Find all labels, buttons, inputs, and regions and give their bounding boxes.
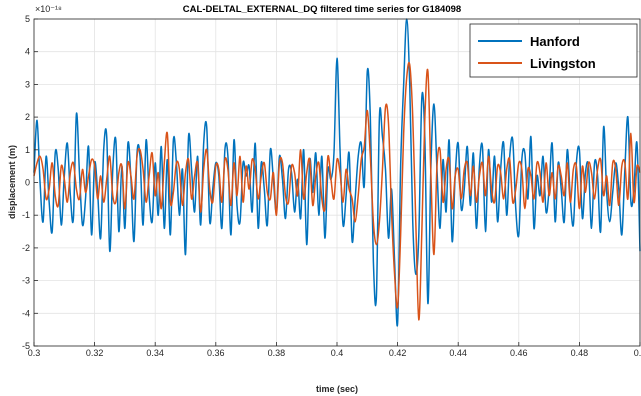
x-axis-label: time (sec) — [316, 384, 358, 394]
y-tick-label: -5 — [22, 341, 30, 351]
x-tick-label: 0.46 — [510, 348, 528, 358]
series-line-livingston — [33, 61, 641, 321]
series-layer — [33, 18, 641, 327]
legend: Hanford Livingston — [469, 23, 638, 78]
y-axis-ticks: -5 -4 -3 -2 -1 0 1 2 3 4 5 — [22, 14, 38, 351]
y-tick-label: -1 — [22, 210, 30, 220]
x-tick-label: 0.4 — [331, 348, 344, 358]
y-tick-label: -2 — [22, 243, 30, 253]
y-tick-label: 1 — [25, 145, 30, 155]
y-tick-label: 2 — [25, 112, 30, 122]
y-tick-label: -3 — [22, 276, 30, 286]
y-tick-label: 3 — [25, 79, 30, 89]
y-tick-label: 5 — [25, 14, 30, 24]
y-exponent-label: ×10⁻¹⁸ — [35, 4, 62, 14]
x-tick-label: 0.48 — [571, 348, 589, 358]
legend-box — [469, 23, 638, 78]
x-tick-label: 0.5 — [634, 348, 641, 358]
x-tick-label: 0.38 — [268, 348, 286, 358]
legend-label-livingston: Livingston — [530, 56, 596, 71]
x-tick-label: 0.3 — [28, 348, 41, 358]
chart-title: CAL-DELTAL_EXTERNAL_DQ filtered time ser… — [183, 4, 461, 15]
series-line-hanford — [33, 18, 641, 327]
x-axis-ticks: 0.3 0.32 0.34 0.36 0.38 0.4 0.42 0.44 0.46 0.48 0.… — [28, 342, 641, 358]
y-tick-label: 4 — [25, 47, 30, 57]
y-axis-label: displacement (m) — [7, 145, 17, 219]
x-tick-label: 0.32 — [86, 348, 104, 358]
legend-label-hanford: Hanford — [530, 34, 580, 49]
x-tick-label: 0.42 — [389, 348, 407, 358]
y-tick-label: -4 — [22, 308, 30, 318]
x-tick-label: 0.36 — [207, 348, 225, 358]
y-tick-label: 0 — [25, 178, 30, 188]
x-tick-label: 0.34 — [146, 348, 164, 358]
x-tick-label: 0.44 — [449, 348, 467, 358]
